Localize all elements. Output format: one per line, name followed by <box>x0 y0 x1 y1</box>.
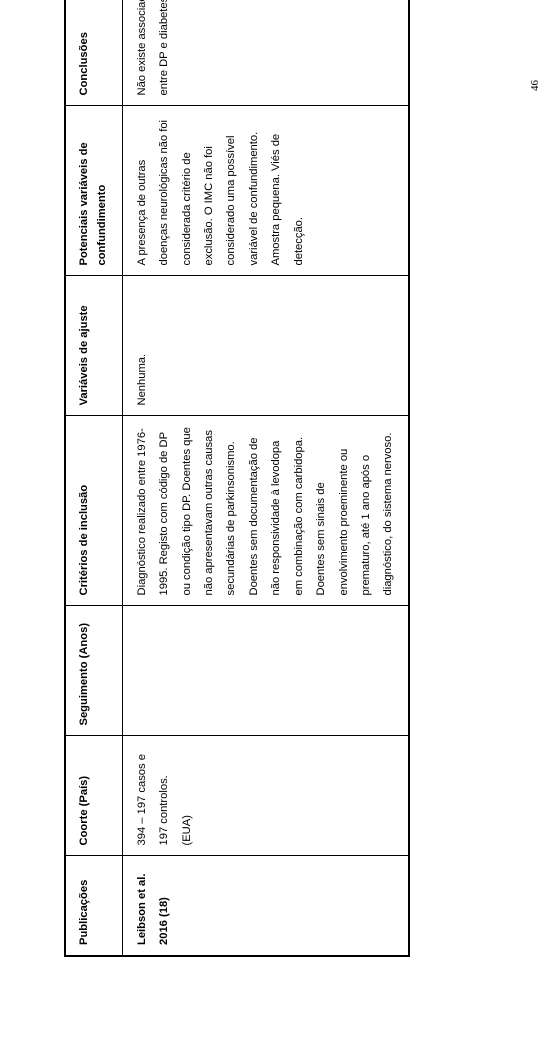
table-header-row: Publicações Coorte (País) Seguimento (An… <box>65 0 122 956</box>
cell-coorte: 394 – 197 casos e 197 controlos.(EUA) <box>122 736 408 856</box>
page: Publicações Coorte (País) Seguimento (An… <box>0 0 555 1057</box>
cell-conclusoes: Não existe associação entre DP e diabete… <box>122 0 408 106</box>
cell-criterios: Diagnóstico realizado entre 1976-1995. R… <box>122 416 408 606</box>
cell-potenciais: A presença de outras doenças neurológica… <box>122 106 408 276</box>
page-number: 46 <box>529 80 541 91</box>
header-variaveis: Variáveis de ajuste <box>65 276 122 416</box>
cell-publicacao: Leibson et al. 2016 (18) <box>122 856 408 956</box>
header-coorte: Coorte (País) <box>65 736 122 856</box>
header-criterios: Critérios de inclusão <box>65 416 122 606</box>
rotated-content: Publicações Coorte (País) Seguimento (An… <box>0 0 555 1057</box>
header-seguimento: Seguimento (Anos) <box>65 606 122 736</box>
header-publicacoes: Publicações <box>65 856 122 956</box>
cell-seguimento <box>122 606 408 736</box>
header-potenciais: Potenciais variáveis de confundimento <box>65 106 122 276</box>
table-row: Leibson et al. 2016 (18) 394 – 197 casos… <box>122 0 408 956</box>
header-conclusoes: Conclusões <box>65 0 122 106</box>
evidence-table: Publicações Coorte (País) Seguimento (An… <box>64 0 410 957</box>
cell-variaveis: Nenhuma. <box>122 276 408 416</box>
